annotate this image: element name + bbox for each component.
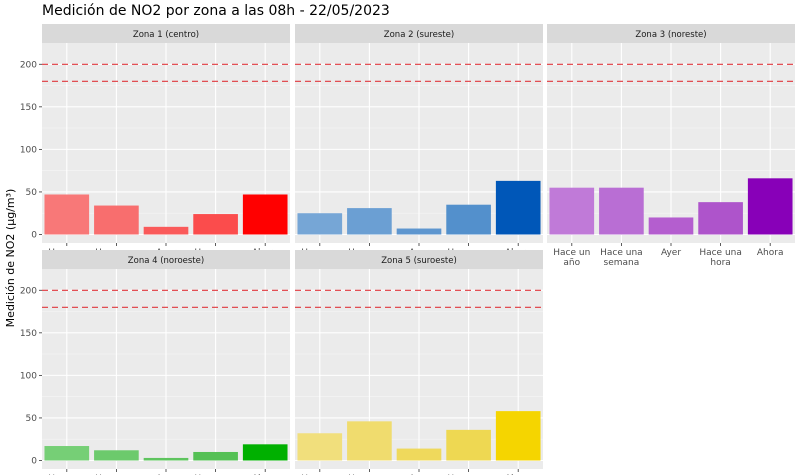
bar <box>242 444 288 461</box>
bar <box>347 421 392 461</box>
bar <box>193 214 238 235</box>
facet-strip-label: Zona 5 (suroeste) <box>381 256 457 266</box>
x-tick-label: Hace una <box>600 248 643 258</box>
facet-strip <box>295 250 543 269</box>
bar <box>396 228 442 235</box>
x-tick-label: Ahora <box>757 248 784 258</box>
bar <box>396 448 442 461</box>
x-tick-label: semana <box>604 258 640 268</box>
bar <box>747 178 793 235</box>
bar <box>446 204 491 235</box>
x-tick-label: Ayer <box>661 248 681 258</box>
y-tick-label: 50 <box>26 188 38 198</box>
bar <box>297 433 343 461</box>
y-tick-label: 200 <box>20 286 37 296</box>
bar <box>549 187 595 235</box>
y-tick-label: 50 <box>26 414 38 424</box>
y-tick-label: 0 <box>31 456 37 466</box>
y-tick-label: 0 <box>31 230 37 240</box>
y-tick-label: 200 <box>20 60 37 70</box>
bar <box>242 194 288 235</box>
y-tick-label: 100 <box>20 145 37 155</box>
bar <box>347 208 392 235</box>
y-tick-label: 100 <box>20 371 37 381</box>
bar <box>297 213 343 235</box>
facet-strip <box>42 250 290 269</box>
x-tick-label: Hace una <box>699 248 742 258</box>
bar <box>143 457 189 461</box>
y-axis-title: Medición de NO2 (µg/m³) <box>4 189 17 328</box>
facet-strip-label: Zona 2 (sureste) <box>384 30 454 40</box>
facet-panel: Zona 1 (centro)050100150200Hace unañoHac… <box>20 24 290 268</box>
bar <box>648 217 694 235</box>
bar <box>94 450 139 461</box>
x-tick-label: hora <box>710 258 730 268</box>
bar <box>94 205 139 235</box>
bar <box>44 194 90 235</box>
bar <box>495 180 541 235</box>
bar <box>193 451 238 461</box>
x-tick-label: año <box>563 258 580 268</box>
facet-strip <box>295 24 543 43</box>
facet-strip <box>42 24 290 43</box>
bar <box>495 411 541 461</box>
facet-strip-label: Zona 4 (noroeste) <box>128 256 204 266</box>
facet-strip-label: Zona 3 (noreste) <box>635 30 706 40</box>
bar <box>698 202 743 235</box>
facet-panel: Zona 4 (noroeste)050100150200Hace unañoH… <box>20 250 290 475</box>
bar <box>143 226 189 235</box>
bar <box>446 429 491 461</box>
facet-strip-label: Zona 1 (centro) <box>133 30 199 40</box>
bar <box>44 446 90 461</box>
facet-strip <box>547 24 795 43</box>
bar <box>599 187 644 235</box>
y-tick-label: 150 <box>20 103 37 113</box>
chart-title: Medición de NO2 por zona a las 08h - 22/… <box>42 3 390 19</box>
y-tick-label: 150 <box>20 329 37 339</box>
x-tick-label: Hace un <box>553 248 590 258</box>
